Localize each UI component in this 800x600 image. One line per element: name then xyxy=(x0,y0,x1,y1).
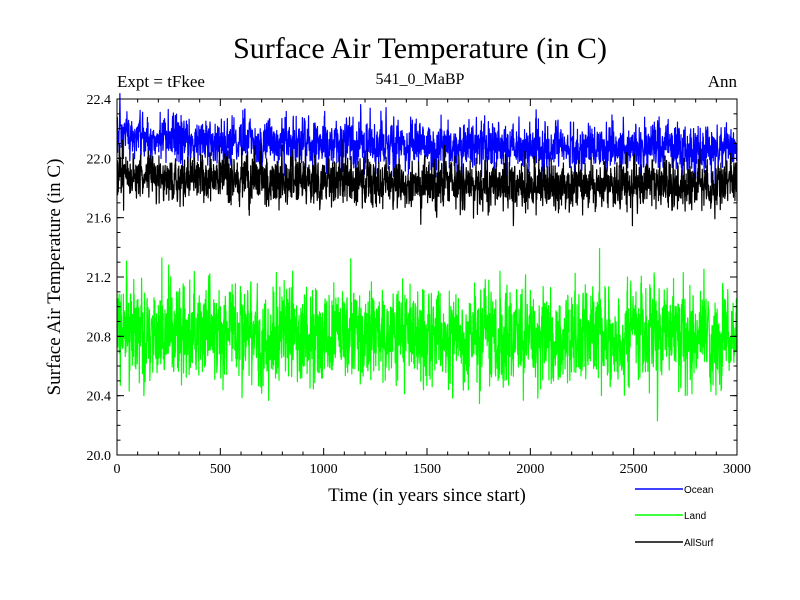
y-axis-label: Surface Air Temperature (in C) xyxy=(44,159,65,396)
y-tick-label: 20.8 xyxy=(87,330,112,345)
chart-title: Surface Air Temperature (in C) xyxy=(233,32,607,65)
y-tick-label: 22.4 xyxy=(87,93,112,108)
legend-label: Land xyxy=(684,511,706,522)
season-label: Ann xyxy=(708,72,738,91)
x-tick-label: 500 xyxy=(210,462,231,477)
x-tick-label: 2500 xyxy=(620,462,648,477)
y-tick-label: 20.4 xyxy=(87,390,112,405)
y-tick-label: 22.0 xyxy=(87,152,112,167)
axis-ticks: 0 500 1000 1500 2000 2500 3000 20.0 20.4 20.8 21.2… xyxy=(87,93,752,477)
x-tick-label: 1000 xyxy=(310,462,338,477)
series-line-land xyxy=(116,247,738,422)
y-tick-label: 21.2 xyxy=(87,271,112,286)
legend-label: AllSurf xyxy=(684,538,714,549)
x-tick-label: 0 xyxy=(114,462,121,477)
period-label: 541_0_MaBP xyxy=(376,71,465,88)
series-line-allsurf xyxy=(116,138,738,227)
x-tick-label: 3000 xyxy=(723,462,751,477)
y-tick-label: 20.0 xyxy=(87,449,112,464)
x-tick-label: 2000 xyxy=(516,462,544,477)
x-tick-label: 1500 xyxy=(413,462,441,477)
legend-label: Ocean xyxy=(684,485,713,496)
legend: Ocean Land AllSurf xyxy=(635,485,714,549)
experiment-label: Expt = tFkee xyxy=(117,72,205,91)
series-lines xyxy=(116,93,738,422)
x-axis-label: Time (in years since start) xyxy=(328,485,526,506)
y-tick-label: 21.6 xyxy=(87,212,112,227)
